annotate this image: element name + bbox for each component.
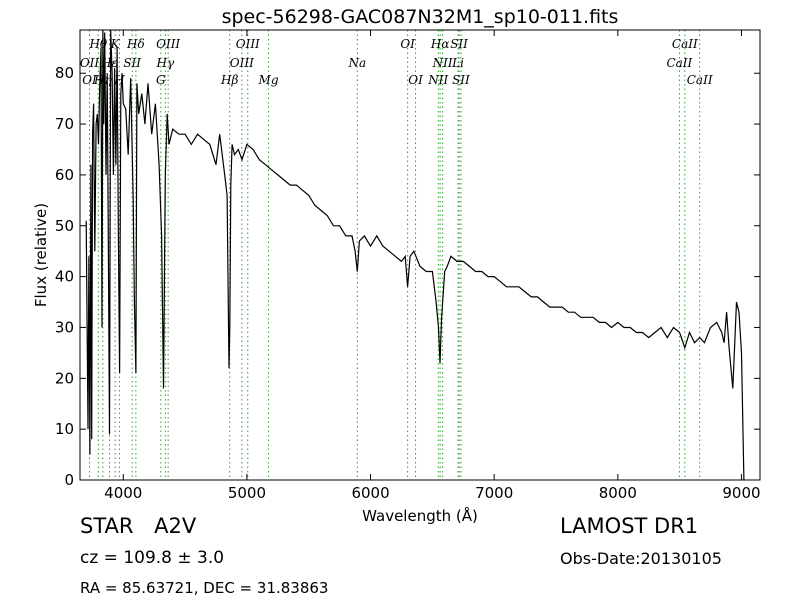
line-label-15: Mg xyxy=(258,73,279,87)
line-label-16: Na xyxy=(347,56,366,70)
line-label-21: NII xyxy=(432,56,453,70)
chart-title: spec-56298-GAC087N32M1_sp10-011.fits xyxy=(222,6,619,28)
y-tick-label-4: 40 xyxy=(55,268,74,286)
y-tick-label-7: 70 xyxy=(55,115,74,133)
x-tick-label-0: 4000 xyxy=(104,484,142,502)
line-label-18: OI xyxy=(408,73,423,87)
subclass-label: A2V xyxy=(154,514,197,538)
spectrum-line xyxy=(85,29,745,481)
line-label-1: OII xyxy=(80,56,100,70)
y-tick-label-8: 80 xyxy=(55,64,74,82)
x-tick-label-2: 6000 xyxy=(351,484,389,502)
x-tick-label-4: 8000 xyxy=(599,484,637,502)
x-axis-ticks: 4000 5000 6000 7000 8000 9000 xyxy=(104,30,761,502)
y-tick-label-2: 20 xyxy=(55,369,74,387)
class-label: STAR xyxy=(80,514,134,538)
y-tick-label-0: 0 xyxy=(64,471,74,489)
y-tick-label-6: 60 xyxy=(55,166,74,184)
y-tick-label-5: 50 xyxy=(55,217,74,235)
line-label-10: Hγ xyxy=(155,56,174,70)
line-label-22: Li xyxy=(451,56,464,70)
line-label-19: Hα xyxy=(430,37,450,51)
survey-label: LAMOST DR1 xyxy=(560,514,699,538)
x-tick-label-5: 9000 xyxy=(722,484,760,502)
coordinates-label: RA = 85.63721, DEC = 31.83863 xyxy=(80,579,329,597)
line-label-26: CaII xyxy=(666,56,692,70)
line-label-17: OI xyxy=(400,37,415,51)
line-label-7: SII xyxy=(123,56,141,70)
obs-date-label: Obs-Date:20130105 xyxy=(560,549,722,568)
line-label-5: K xyxy=(110,37,121,51)
line-label-13: OIII xyxy=(230,56,254,70)
object-class: STAR A2V xyxy=(80,514,196,538)
x-axis-label: Wavelength (Å) xyxy=(362,506,478,525)
plot-frame xyxy=(79,29,761,481)
line-label-23: NII xyxy=(427,73,448,87)
line-label-2: OI xyxy=(82,73,97,87)
line-label-20: SII xyxy=(450,37,468,51)
x-tick-label-1: 5000 xyxy=(228,484,266,502)
line-label-9: OIII xyxy=(156,37,180,51)
line-label-14: Hβ xyxy=(220,73,238,87)
spectral-line-markers xyxy=(89,30,701,480)
line-label-12: OIII xyxy=(236,37,260,51)
y-axis-label: Flux (relative) xyxy=(32,203,50,307)
redshift-label: cz = 109.8 ± 3.0 xyxy=(80,548,225,568)
line-label-25: CaII xyxy=(672,37,698,51)
line-label-11: G xyxy=(156,73,166,87)
x-tick-label-3: 7000 xyxy=(475,484,513,502)
y-tick-label-1: 10 xyxy=(55,420,74,438)
y-axis-ticks: 0 10 20 30 40 50 60 70 80 xyxy=(55,64,760,489)
line-label-24: SII xyxy=(452,73,470,87)
line-label-27: CaII xyxy=(687,73,713,87)
line-label-8: Hδ xyxy=(126,37,145,51)
y-tick-label-3: 30 xyxy=(55,318,74,336)
